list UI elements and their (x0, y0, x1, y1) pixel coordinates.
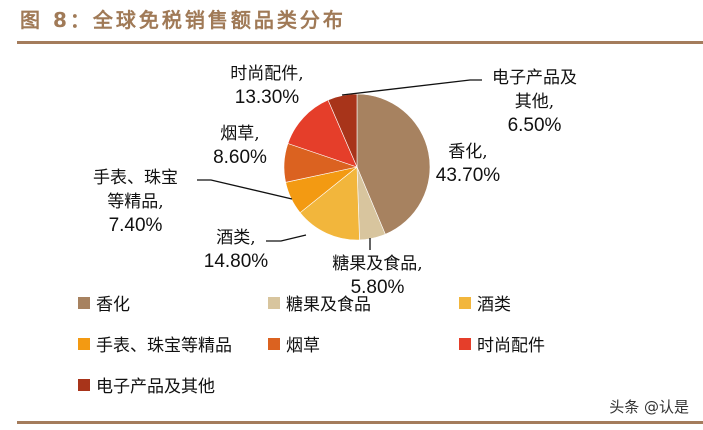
leader-lines (197, 79, 482, 250)
legend-swatch (78, 378, 90, 391)
pie-slice-0 (356, 93, 431, 235)
legend-swatch (268, 296, 280, 309)
legend-item-jiulei: 酒类 (459, 290, 511, 315)
legend-swatch (78, 296, 90, 309)
legend-swatch (459, 296, 471, 309)
label-jiulei: 酒类, 14.80% (203, 228, 269, 272)
leader-line-dianzi (341, 79, 482, 96)
leader-line-jiulei (266, 234, 307, 242)
legend-item-shishang: 时尚配件 (459, 331, 545, 356)
top-rule (17, 41, 703, 44)
label-xianghua: 香化, 43.70% (435, 142, 501, 186)
label-shoubiao: 手表、珠宝 等精品, 7.40% (93, 168, 178, 236)
label-yancao: 烟草, 8.60% (213, 124, 267, 168)
legend-item-xianghua: 香化 (78, 290, 130, 315)
watermark: 头条 @认是 (609, 398, 689, 416)
legend-swatch (459, 337, 471, 350)
legend-item-tangguo: 糖果及食品 (268, 290, 371, 315)
legend-swatch (78, 337, 90, 350)
figure-title: 图 8：全球免税销售额品类分布 (20, 8, 346, 32)
bottom-rule (17, 421, 703, 424)
pie-slice-2 (299, 166, 360, 241)
leader-line-shoubiao (197, 179, 293, 200)
pie-slices (283, 93, 431, 241)
label-shishang: 时尚配件, 13.30% (230, 64, 304, 108)
pie-slice-5 (287, 99, 358, 168)
label-tangguo: 糖果及食品, 5.80% (332, 254, 423, 298)
legend-item-yancao: 烟草 (268, 331, 320, 356)
label-dianzi: 电子产品及 其他, 6.50% (492, 68, 577, 136)
legend-swatch (268, 337, 280, 350)
legend-item-shoubiao: 手表、珠宝等精品 (78, 331, 232, 356)
legend-item-dianzi: 电子产品及其他 (78, 372, 215, 397)
